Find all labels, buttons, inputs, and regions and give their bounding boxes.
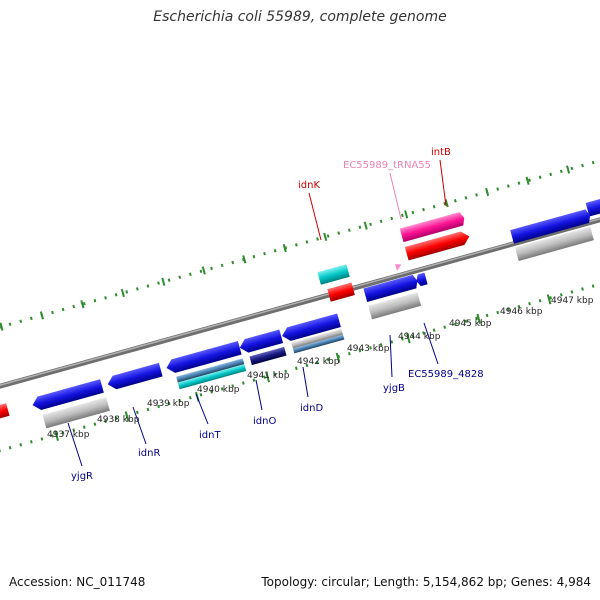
gene-arrow-idnK-cyan[interactable] (317, 264, 350, 285)
gene-arrow-idnO[interactable] (238, 329, 284, 354)
kbp-label: 4943 kbp (347, 344, 390, 354)
gene-arrow-EC55989_4828[interactable] (415, 272, 428, 287)
gene-arrow-idnR[interactable] (106, 362, 163, 391)
kbp-label: 4945 kbp (449, 319, 492, 329)
gene-labels: yjgR idnR idnT idnO idnD yjgB EC55989_48… (71, 147, 484, 482)
gene-arrow-right-edge[interactable] (585, 198, 600, 217)
gene-label-idnR[interactable]: idnR (138, 448, 160, 459)
gene-label-intB[interactable]: intB (431, 147, 451, 158)
gene-label-EC55989_4828[interactable]: EC55989_4828 (408, 369, 484, 380)
leader-lines (67, 159, 447, 467)
gene-arrow-idnD-cds[interactable] (291, 328, 344, 349)
gene-label-idnK[interactable]: idnK (298, 180, 320, 191)
gene-label-idnO[interactable]: idnO (253, 416, 276, 427)
gene-arrow-yjgB-cds[interactable] (368, 292, 422, 320)
gene-arrow-idnD-steel[interactable] (292, 334, 345, 354)
genome-backbone-highlight (0, 213, 600, 391)
accession-text: Accession: NC_011748 (9, 575, 146, 589)
kbp-label: 4947 kbp (551, 296, 594, 306)
gene-arrow-idnK-red[interactable] (327, 282, 355, 302)
gene-label-yjgB[interactable]: yjgB (383, 383, 405, 394)
gene-arrow-idnD[interactable] (280, 313, 341, 342)
kbp-label: 4938 kbp (97, 415, 140, 425)
gene-arrow-blue-right[interactable] (510, 209, 592, 244)
gene-arrow-grey-right[interactable] (514, 226, 594, 262)
kbp-label: 4939 kbp (147, 399, 190, 409)
gene-label-EC55989_tRNA55[interactable]: EC55989_tRNA55 (343, 160, 431, 171)
gene-label-yjgR[interactable]: yjgR (71, 471, 93, 482)
kbp-label: 4946 kbp (500, 307, 543, 317)
map-title: Escherichia coli 55989, complete genome (153, 9, 447, 25)
gene-arrow-yjgR[interactable] (31, 379, 104, 412)
gene-arrow-idnT-cyan[interactable] (177, 364, 247, 390)
gene-arrow-yjgR-cds[interactable] (42, 397, 110, 429)
kbp-label: 4944 kbp (398, 332, 441, 342)
gene-arrow-idnT-cds[interactable] (176, 358, 245, 383)
kbp-label: 4937 kbp (47, 430, 90, 440)
gene-arrow-idnO-cds[interactable] (249, 346, 287, 366)
gene-arrow-tRNA[interactable] (395, 263, 403, 271)
genome-summary-text: Topology: circular; Length: 5,154,862 bp… (261, 575, 591, 589)
kbp-label: 4941 kbp (247, 371, 290, 381)
tick-track-lower (0, 273, 600, 453)
gene-arrow-left-edge[interactable] (0, 403, 10, 422)
gene-label-idnD[interactable]: idnD (300, 403, 323, 414)
gene-arrow-yjgB[interactable] (363, 274, 419, 303)
kbp-labels: 4937 kbp 4938 kbp 4939 kbp 4940 kbp 4941… (47, 296, 594, 440)
kbp-label: 4942 kbp (297, 357, 340, 367)
major-ticks (0, 165, 571, 441)
gene-arrow-idnT[interactable] (165, 340, 242, 375)
genome-backbone (0, 212, 600, 394)
gene-arrow-intB-cds[interactable] (404, 230, 471, 261)
gene-label-idnT[interactable]: idnT (199, 430, 221, 441)
kbp-label: 4940 kbp (197, 385, 240, 395)
gene-arrow-intB[interactable] (399, 211, 466, 243)
